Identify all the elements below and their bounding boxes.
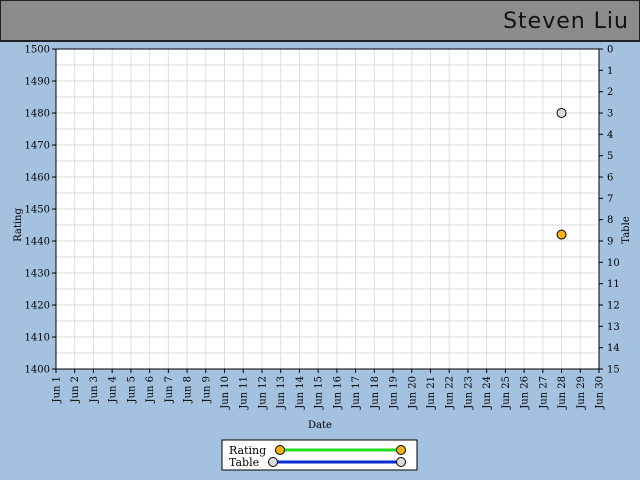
- y-axis-left: 1400 1410 1420 1430 1440 1450 1460 1470 1480 1490…: [25, 45, 56, 376]
- data-point-rating: [556, 229, 567, 240]
- x-tick-label: Jun 22: [445, 376, 456, 410]
- legend-marker-table-end: [396, 457, 406, 467]
- x-tick-label: Jun 3: [89, 376, 100, 403]
- header-bar: Steven Liu: [0, 0, 640, 42]
- y-tick-label: 1460: [25, 173, 50, 184]
- y-tick-label: 1470: [25, 141, 50, 152]
- x-tick-label: Jun 21: [426, 376, 437, 410]
- x-tick-label: Jun 26: [520, 376, 531, 410]
- x-tick-label: Jun 12: [257, 376, 268, 410]
- data-point-table: [556, 108, 567, 118]
- y2-tick-label: 4: [607, 130, 613, 141]
- y2-tick-label: 5: [607, 151, 613, 162]
- x-tick-label: Jun 1: [52, 376, 63, 403]
- legend: Rating Table: [221, 439, 418, 471]
- legend-label-table: Table: [229, 456, 259, 469]
- x-tick-label: Jun 9: [201, 376, 212, 403]
- y-tick-label: 1400: [25, 365, 50, 376]
- x-tick-label: Jun 7: [164, 376, 175, 403]
- x-tick-label: Jun 4: [108, 376, 119, 403]
- x-tick-label: Jun 20: [407, 376, 418, 410]
- x-tick-label: Jun 17: [351, 376, 362, 410]
- y2-tick-label: 9: [607, 237, 613, 248]
- x-tick-label: Jun 10: [220, 376, 231, 410]
- y2-tick-label: 0: [607, 45, 613, 56]
- grid-lines: [55, 48, 600, 370]
- y-tick-label: 1440: [25, 237, 50, 248]
- y2-tick-label: 11: [607, 279, 620, 290]
- x-axis: Jun 1 Jun 2 Jun 3 Jun 4 Jun 5 Jun 6 Jun 7 Jun 8…: [52, 369, 606, 410]
- y-axis-label: Rating: [13, 208, 24, 242]
- x-tick-label: Jun 24: [482, 376, 493, 410]
- legend-marker-table-start: [268, 457, 278, 467]
- y2-tick-label: 1: [607, 66, 613, 77]
- y2-tick-label: 10: [607, 258, 620, 269]
- x-tick-label: Jun 11: [239, 376, 250, 410]
- x-axis-label: Date: [308, 420, 332, 431]
- x-tick-label: Jun 16: [332, 376, 343, 410]
- y-tick-label: 1490: [25, 77, 50, 88]
- user-name: Steven Liu: [503, 9, 629, 34]
- x-tick-label: Jun 19: [389, 376, 400, 410]
- legend-box: [221, 439, 418, 471]
- x-tick-label: Jun 28: [557, 376, 568, 410]
- y2-tick-label: 12: [607, 301, 620, 312]
- x-tick-label: Jun 23: [463, 376, 474, 410]
- y-tick-label: 1450: [25, 205, 50, 216]
- y2-axis-label: Table: [621, 216, 632, 243]
- x-tick-label: Jun 25: [501, 376, 512, 410]
- x-tick-label: Jun 8: [183, 376, 194, 403]
- x-tick-label: Jun 14: [295, 376, 306, 410]
- y2-tick-label: 6: [607, 173, 613, 184]
- y-tick-label: 1420: [25, 301, 50, 312]
- x-tick-label: Jun 2: [70, 376, 81, 403]
- x-tick-label: Jun 27: [538, 376, 549, 410]
- x-tick-label: Jun 5: [126, 376, 137, 403]
- y2-tick-label: 7: [607, 194, 613, 205]
- x-tick-label: Jun 30: [595, 376, 606, 410]
- data-points: [556, 108, 567, 240]
- y2-tick-label: 2: [607, 87, 613, 98]
- x-tick-label: Jun 18: [370, 376, 381, 410]
- x-tick-label: Jun 15: [314, 376, 325, 410]
- x-tick-label: Jun 6: [145, 376, 156, 403]
- legend-label-rating: Rating: [229, 444, 266, 457]
- legend-marker-rating-start: [275, 445, 285, 455]
- y-tick-label: 1500: [25, 45, 50, 56]
- x-tick-label: Jun 29: [576, 376, 587, 410]
- x-tick-label: Jun 13: [276, 376, 287, 410]
- y2-tick-label: 3: [607, 109, 613, 120]
- y2-tick-label: 15: [607, 365, 620, 376]
- y-tick-label: 1480: [25, 109, 50, 120]
- y-tick-label: 1430: [25, 269, 50, 280]
- y2-tick-label: 13: [607, 322, 620, 333]
- y2-tick-label: 14: [607, 343, 620, 354]
- legend-marker-rating-end: [396, 445, 406, 455]
- y2-tick-label: 8: [607, 215, 613, 226]
- y-tick-label: 1410: [25, 333, 50, 344]
